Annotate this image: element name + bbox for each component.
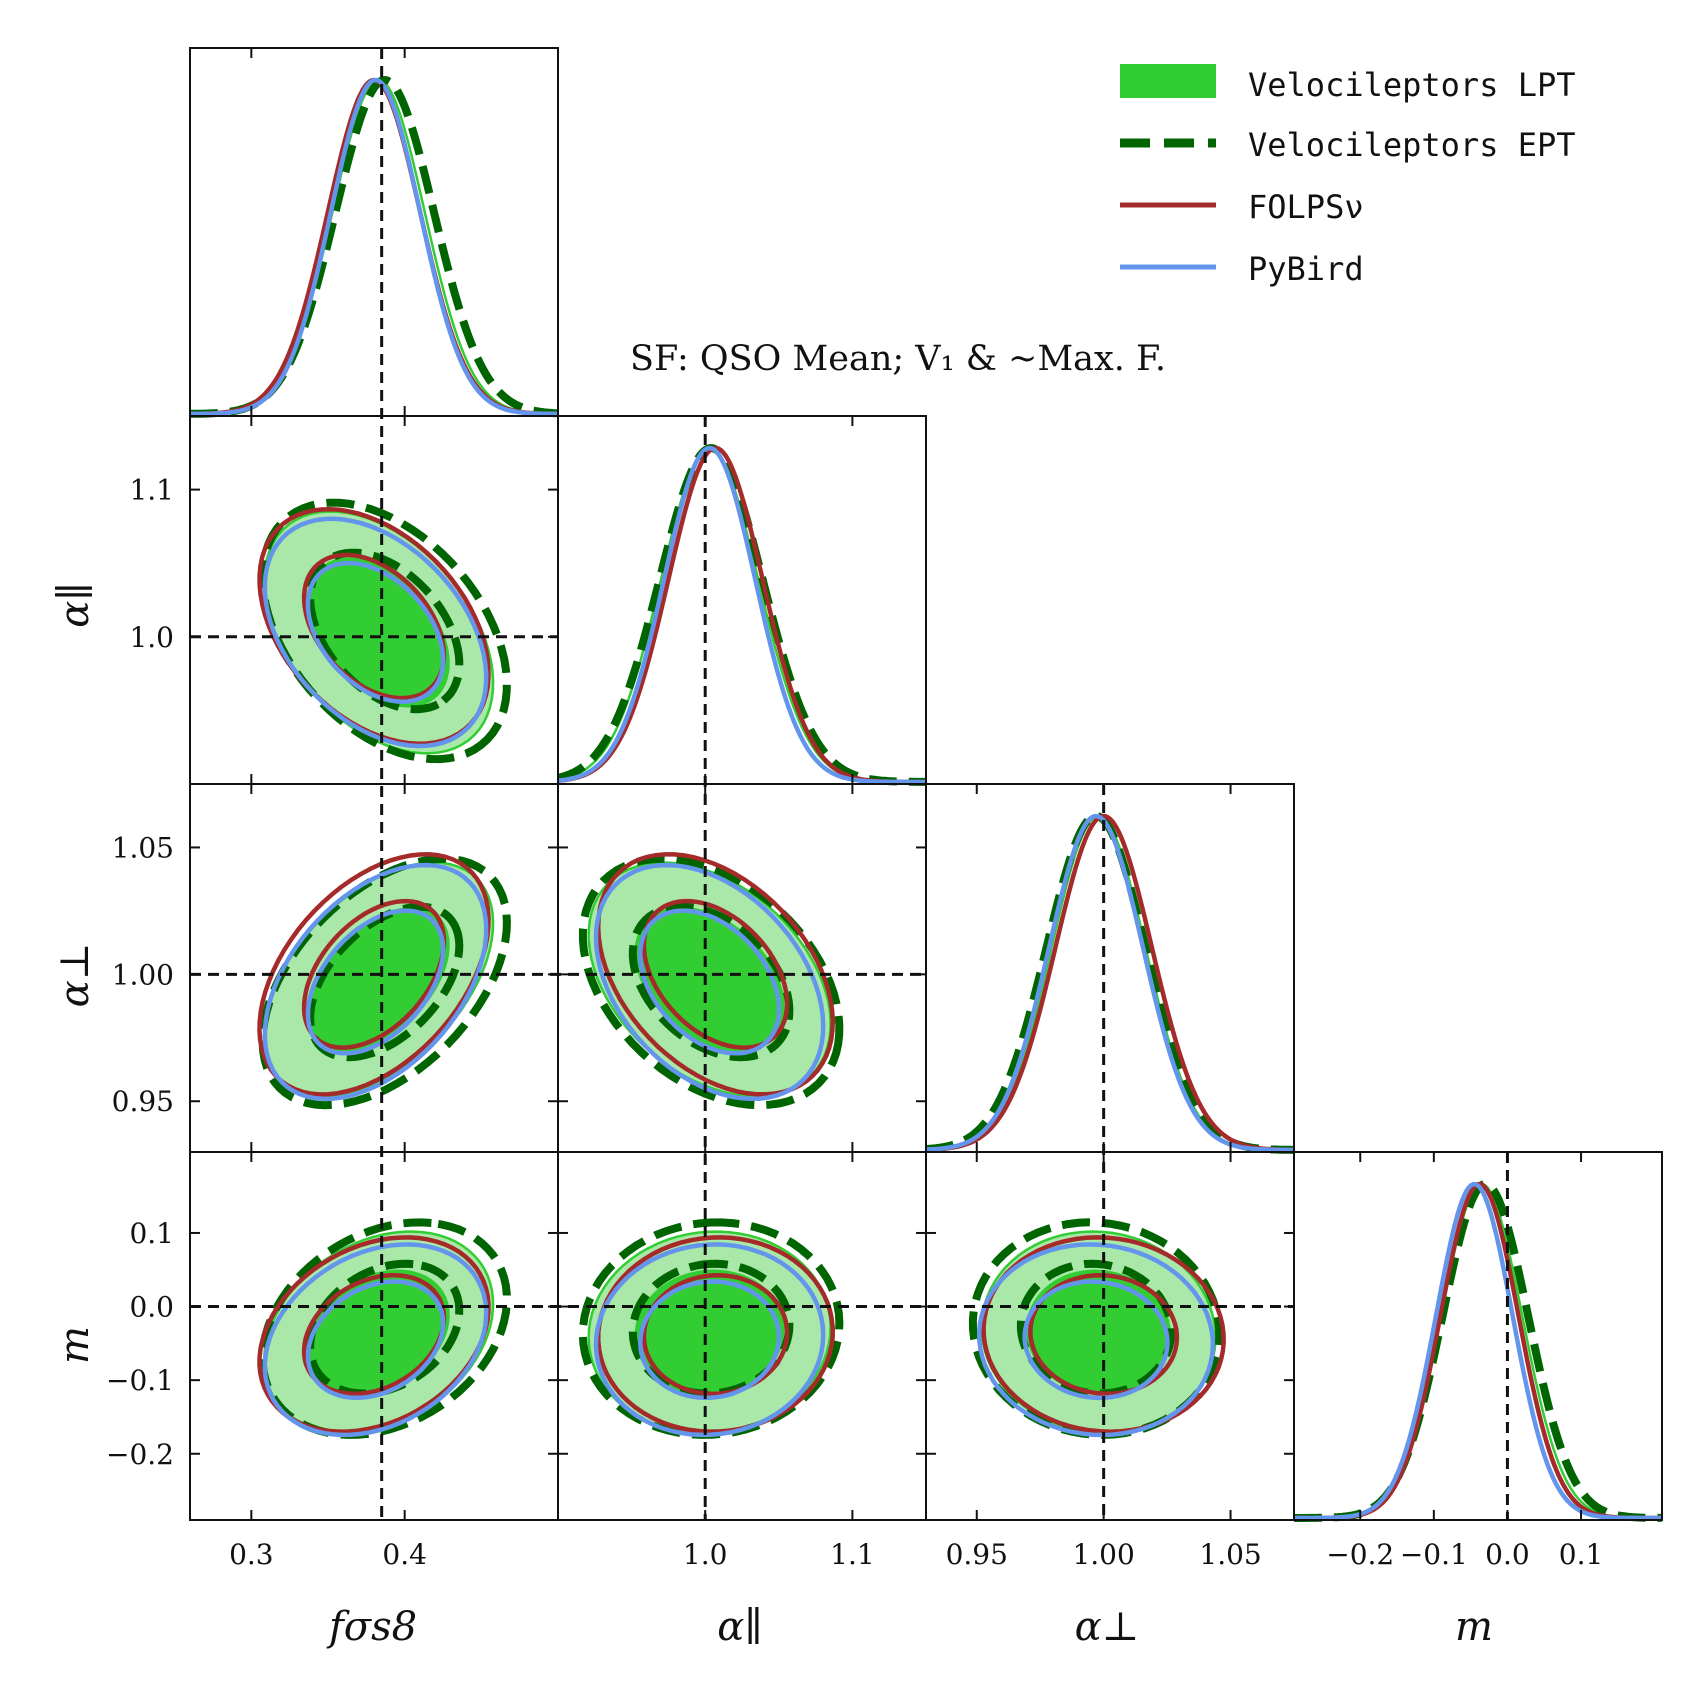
contour-95-fs8-apar-Velocileptors-EPT <box>258 498 511 764</box>
panel-frame-fs8-fs8 <box>189 47 559 417</box>
panel-frames-layer <box>189 47 1663 1521</box>
ytick-label-m: 0.1 <box>129 1217 174 1250</box>
xtick-label-aper: 0.95 <box>946 1538 1008 1571</box>
legend-label-folps: FOLPSν <box>1248 188 1364 226</box>
contour-95-apar-m-FOLPS- <box>596 1235 835 1434</box>
contour-68-aper-m-FOLPS- <box>1028 1272 1180 1397</box>
ylabel-apar: α∥ <box>52 582 98 628</box>
legend-label-ept: Velocileptors EPT <box>1248 126 1576 164</box>
contour-95-apar-aper-PyBird <box>593 862 826 1102</box>
marginal-m-Velocileptors-EPT <box>1294 1179 1662 1522</box>
xtick-label-m: 0.1 <box>1559 1538 1604 1571</box>
contour-68-fs8-apar-PyBird <box>305 560 446 704</box>
legend: Velocileptors LPT Velocileptors EPT FOLP… <box>1120 64 1576 288</box>
xlabel-apar: α∥ <box>717 1604 763 1650</box>
marginal-m-Velocileptors-LPT <box>1294 1182 1662 1520</box>
ytick-label-apar: 1.1 <box>129 474 174 507</box>
contour-68-apar-aper-PyBird <box>638 908 782 1056</box>
contour-68-fs8-aper-Velocileptors-EPT <box>306 902 464 1062</box>
contour-95-fs8-m-PyBird <box>262 1242 489 1438</box>
contour-95-fs8-m-FOLPS- <box>257 1235 491 1434</box>
marginal-apar-PyBird <box>557 445 926 785</box>
ylabel-m: m <box>52 1326 98 1364</box>
ytick-label-m: 0.0 <box>129 1291 174 1324</box>
contour-95-aper-m-FOLPS- <box>981 1235 1226 1434</box>
contour-68-aper-m-PyBird <box>1022 1279 1170 1401</box>
marginal-aper-Velocileptors-EPT <box>925 811 1294 1154</box>
contour-68-fs8-apar-FOLPS- <box>301 552 447 701</box>
marginal-aper-PyBird <box>925 813 1295 1153</box>
xlabel-m: m <box>1455 1604 1493 1650</box>
ylabel-aper: α⊥ <box>52 943 98 1008</box>
xtick-label-m: −0.2 <box>1326 1538 1394 1571</box>
xlabel-aper: α⊥ <box>1075 1604 1140 1650</box>
contour-95-fs8-aper-PyBird <box>262 862 489 1102</box>
contour-fill-68-fs8-m <box>308 1270 449 1394</box>
xtick-label-aper: 1.00 <box>1072 1538 1134 1571</box>
marginal-m-FOLPS- <box>1294 1181 1662 1521</box>
ticks-layer: 0.3 0.4 1.0 1.1 0.95 1.00 1.05 −0.2 −0.1 0.0 0.11.… <box>106 48 1603 1571</box>
xtick-label-m: 0.0 <box>1485 1538 1530 1571</box>
xtick-label-aper: 1.05 <box>1199 1538 1261 1571</box>
xlabel-fs8: fσs8 <box>326 1604 417 1650</box>
marginal-fs8-FOLPS- <box>190 77 558 417</box>
legend-swatch-lpt <box>1120 64 1216 98</box>
marginal-aper-Velocileptors-LPT <box>925 814 1294 1152</box>
contour-68-fs8-aper-FOLPS- <box>301 898 447 1050</box>
contour-95-fs8-m-Velocileptors-EPT <box>258 1218 511 1439</box>
ytick-label-m: −0.1 <box>106 1364 174 1397</box>
contour-95-aper-m-PyBird <box>976 1242 1216 1438</box>
legend-label-pybird: PyBird <box>1248 250 1364 288</box>
ytick-label-apar: 1.0 <box>129 621 174 654</box>
legend-label-lpt: Velocileptors LPT <box>1248 66 1576 104</box>
contour-95-fs8-aper-FOLPS- <box>257 852 491 1097</box>
xtick-label-apar: 1.0 <box>683 1538 728 1571</box>
contour-95-apar-m-PyBird <box>593 1242 826 1438</box>
contour-fill-68-aper-m <box>1027 1270 1170 1394</box>
ytick-label-aper: 0.95 <box>112 1085 174 1118</box>
marginal-aper-FOLPS- <box>926 813 1295 1153</box>
contour-fill-68-apar-aper <box>635 908 784 1051</box>
contour-fills-layer <box>264 511 1216 1434</box>
marginal-m-PyBird <box>1294 1181 1662 1521</box>
xtick-label-m: −0.1 <box>1400 1538 1468 1571</box>
panel-frame-apar-apar <box>557 415 927 785</box>
contour-95-fs8-apar-PyBird <box>262 516 489 749</box>
ytick-label-aper: 1.05 <box>112 831 174 864</box>
xtick-label-fs8: 0.4 <box>382 1538 427 1571</box>
contour-68-fs8-aper-PyBird <box>305 908 446 1056</box>
panel-frame-m-m <box>1293 1151 1663 1521</box>
panel-frame-aper-aper <box>925 783 1295 1153</box>
contour-fill-68-apar-m <box>635 1270 784 1394</box>
marginal-apar-FOLPS- <box>557 445 926 785</box>
marginal-fs8-PyBird <box>190 77 558 417</box>
contour-68-apar-aper-Velocileptors-EPT <box>628 902 794 1062</box>
xtick-label-apar: 1.1 <box>830 1538 875 1571</box>
marginal-fs8-Velocileptors-LPT <box>190 78 558 416</box>
ytick-label-aper: 1.00 <box>112 958 174 991</box>
ytick-label-m: −0.2 <box>106 1438 174 1471</box>
xtick-label-fs8: 0.3 <box>229 1538 274 1571</box>
chart-title: SF: QSO Mean; V₁ & ~Max. F. <box>630 339 1166 379</box>
marginal-fs8-Velocileptors-EPT <box>189 75 559 418</box>
